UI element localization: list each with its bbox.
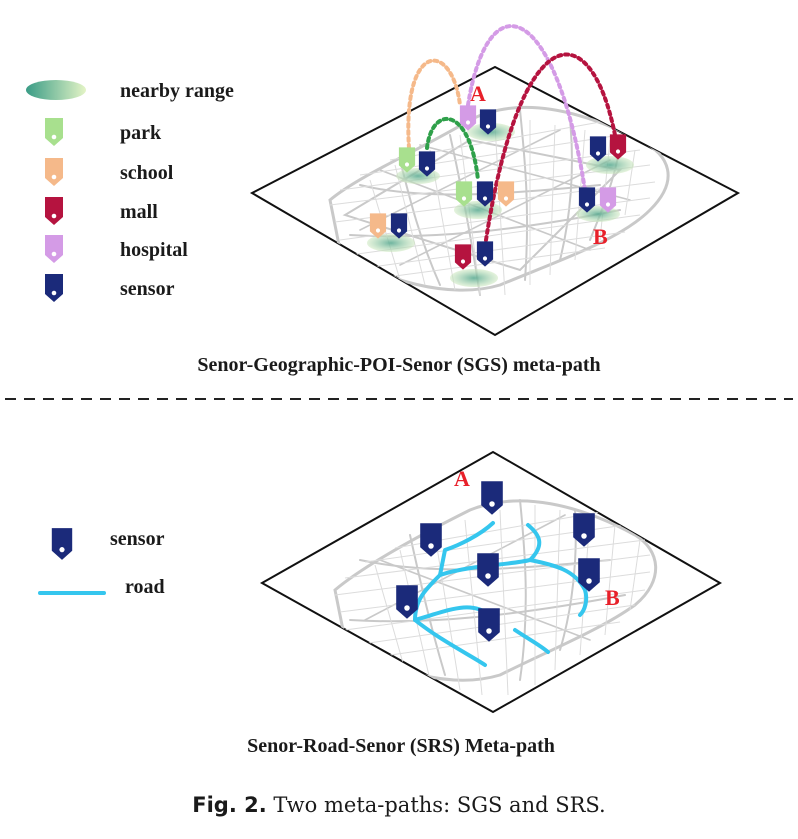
mall-icon [45,197,63,225]
point-b-label: B [605,585,620,610]
point-a-label: A [454,466,470,491]
road-network [413,521,589,667]
sgs-map: A B [249,24,741,337]
legend-label-park: park [120,122,162,144]
figure-number: Fig. 2. [192,793,267,817]
figure-caption: Fig. 2. Two meta-paths: SGS and SRS. [0,793,798,817]
legend-label-school: school [120,162,174,184]
point-a-label: A [470,81,486,106]
srs-panel: sensor road [38,450,723,757]
mall-arc [484,52,617,242]
school-arc [406,58,462,150]
sgs-caption: Senor-Geographic-POI-Senor (SGS) meta-pa… [197,354,600,376]
legend-label-nearby-range: nearby range [120,80,234,102]
legend-label-road: road [125,576,165,598]
sensor-icon [51,528,73,560]
figure-caption-text: Two meta-paths: SGS and SRS. [273,793,606,817]
legend-label-mall: mall [120,201,158,223]
legend-label-sensor: sensor [110,528,165,550]
school-icon [45,158,63,186]
legend-label-sensor: sensor [120,278,175,300]
hospital-arc [466,24,587,192]
srs-legend: sensor road [38,528,165,598]
legend-label-hospital: hospital [120,239,188,261]
nearby-range-swatch [26,80,86,100]
hospital-icon [45,235,63,263]
sgs-legend: nearby range park school mall hospital s… [26,80,234,302]
park-arc [425,117,480,182]
srs-caption: Senor-Road-Senor (SRS) Meta-path [247,735,555,757]
point-b-label: B [593,224,608,249]
park-icon [45,118,63,146]
sensor-icon [45,274,63,302]
srs-map: A B [259,450,723,714]
sgs-panel: nearby range park school mall hospital s… [26,24,741,376]
